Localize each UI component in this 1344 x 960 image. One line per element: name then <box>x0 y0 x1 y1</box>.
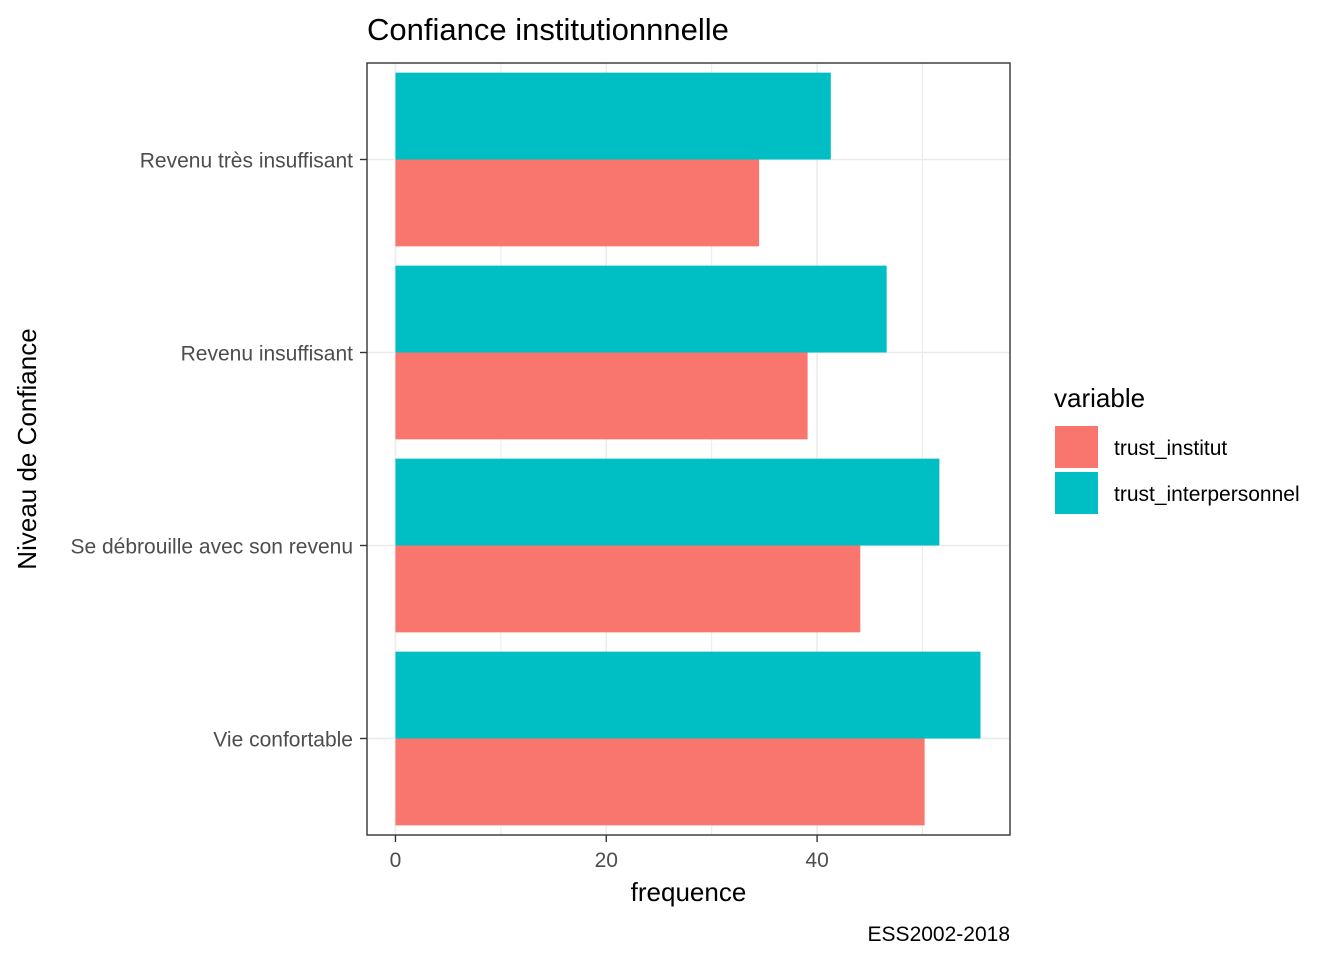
bar-trust-institut <box>395 352 808 440</box>
bar-trust-interpersonnel <box>395 651 981 739</box>
legend-key-trust-interpersonnel <box>1055 472 1098 514</box>
legend-title: variable <box>1054 383 1145 413</box>
caption: ESS2002-2018 <box>868 923 1010 946</box>
bar-trust-interpersonnel <box>395 458 940 546</box>
y-axis-title: Niveau de Confiance <box>12 328 42 569</box>
legend-label: trust_interpersonnel <box>1114 483 1300 506</box>
y-tick-label: Revenu très insuffisant <box>140 150 353 173</box>
bar-trust-institut <box>395 159 760 247</box>
legend: variable trust_institut trust_interperson… <box>1054 383 1300 514</box>
bars <box>395 72 981 826</box>
plot-panel <box>366 62 1011 836</box>
panel-border <box>366 62 1011 836</box>
x-axis: 0 20 40 <box>390 835 829 872</box>
y-axis: Revenu très insuffisant Revenu insuffisan… <box>70 150 367 752</box>
bar-trust-institut <box>395 738 925 826</box>
x-tick-label: 0 <box>390 849 402 872</box>
legend-key-trust-institut <box>1055 426 1098 468</box>
y-tick-label: Se débrouille avec son revenu <box>70 536 353 559</box>
bar-trust-interpersonnel <box>395 72 831 160</box>
legend-items: trust_institut trust_interpersonnel <box>1055 426 1300 514</box>
x-axis-title: frequence <box>631 877 747 907</box>
x-tick-label: 40 <box>805 849 828 872</box>
x-tick-label: 20 <box>595 849 618 872</box>
legend-label: trust_institut <box>1114 437 1227 460</box>
y-tick-label: Revenu insuffisant <box>181 343 354 366</box>
bar-trust-institut <box>395 545 861 633</box>
chart-title: Confiance institutionnnelle <box>367 12 729 47</box>
bar-trust-interpersonnel <box>395 265 887 353</box>
y-tick-label: Vie confortable <box>213 729 353 752</box>
